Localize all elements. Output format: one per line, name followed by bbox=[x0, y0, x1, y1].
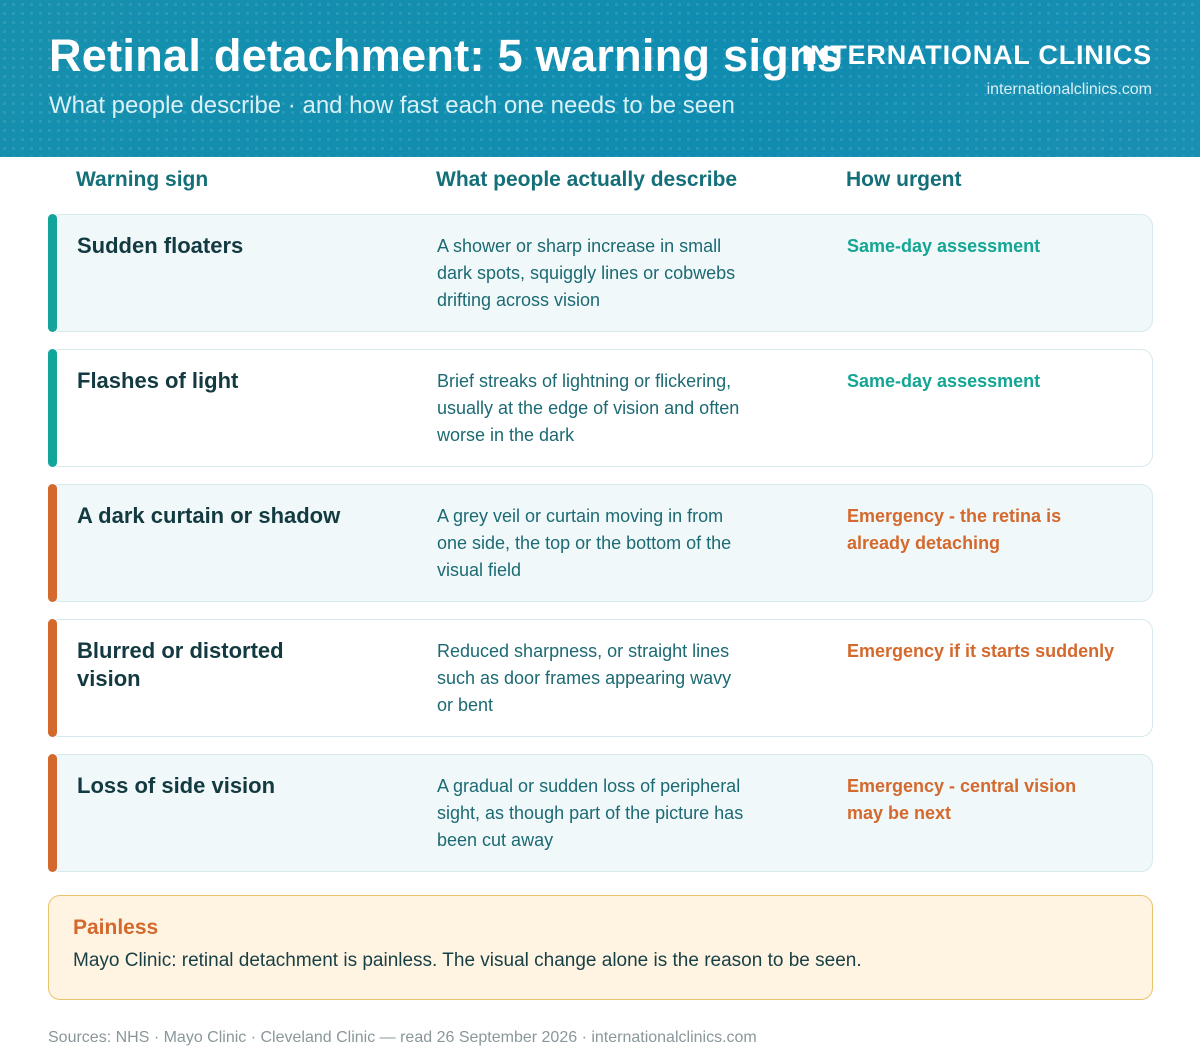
urgency-color-bar bbox=[48, 619, 57, 737]
warning-row: Sudden floaters A shower or sharp increa… bbox=[48, 214, 1153, 332]
callout-title: Painless bbox=[73, 916, 159, 939]
warning-sign-description: Reduced sharpness, or straight lines suc… bbox=[437, 641, 732, 715]
warning-row: Loss of side vision A gradual or sudden … bbox=[48, 754, 1153, 872]
painless-callout: Painless Mayo Clinic: retinal detachment… bbox=[48, 895, 1153, 1000]
callout-text: Mayo Clinic: retinal detachment is painl… bbox=[73, 950, 862, 971]
urgency-label: Emergency - the retina is already detach… bbox=[847, 506, 1062, 553]
urgency-label: Same-day assessment bbox=[847, 236, 1041, 256]
warning-sign-description: Brief streaks of lightning or flickering… bbox=[437, 371, 740, 445]
warning-sign-description: A gradual or sudden loss of peripheral s… bbox=[437, 776, 744, 850]
column-header-urgency: How urgent bbox=[846, 168, 962, 191]
warning-sign-description: A grey veil or curtain moving in from on… bbox=[437, 506, 732, 580]
urgency-color-bar bbox=[48, 754, 57, 872]
urgency-label: Same-day assessment bbox=[847, 371, 1041, 391]
header-banner: Retinal detachment: 5 warning signs What… bbox=[0, 0, 1200, 157]
urgency-color-bar bbox=[48, 214, 57, 332]
sources-footer: Sources: NHS · Mayo Clinic · Cleveland C… bbox=[48, 1029, 757, 1046]
warning-row: Blurred or distorted vision Reduced shar… bbox=[48, 619, 1153, 737]
warning-sign-name: Blurred or distorted vision bbox=[77, 638, 284, 691]
urgency-color-bar bbox=[48, 349, 57, 467]
brand-url: internationalclinics.com bbox=[986, 81, 1152, 98]
warning-sign-name: Loss of side vision bbox=[77, 773, 276, 798]
warning-row: A dark curtain or shadow A grey veil or … bbox=[48, 484, 1153, 602]
warning-sign-description: A shower or sharp increase in small dark… bbox=[437, 236, 736, 310]
brand-name: INTERNATIONAL CLINICS bbox=[801, 40, 1152, 70]
warning-sign-name: Flashes of light bbox=[77, 368, 239, 393]
column-header-description: What people actually describe bbox=[436, 168, 738, 191]
page-title: Retinal detachment: 5 warning signs bbox=[49, 30, 843, 81]
warning-sign-name: Sudden floaters bbox=[77, 233, 244, 258]
urgency-color-bar bbox=[48, 484, 57, 602]
urgency-label: Emergency - central vision may be next bbox=[847, 776, 1077, 823]
urgency-label: Emergency if it starts suddenly bbox=[847, 641, 1115, 661]
column-header-warning-sign: Warning sign bbox=[76, 168, 209, 191]
page-subtitle: What people describe · and how fast each… bbox=[49, 92, 735, 119]
warning-row: Flashes of light Brief streaks of lightn… bbox=[48, 349, 1153, 467]
warning-sign-name: A dark curtain or shadow bbox=[77, 503, 341, 528]
